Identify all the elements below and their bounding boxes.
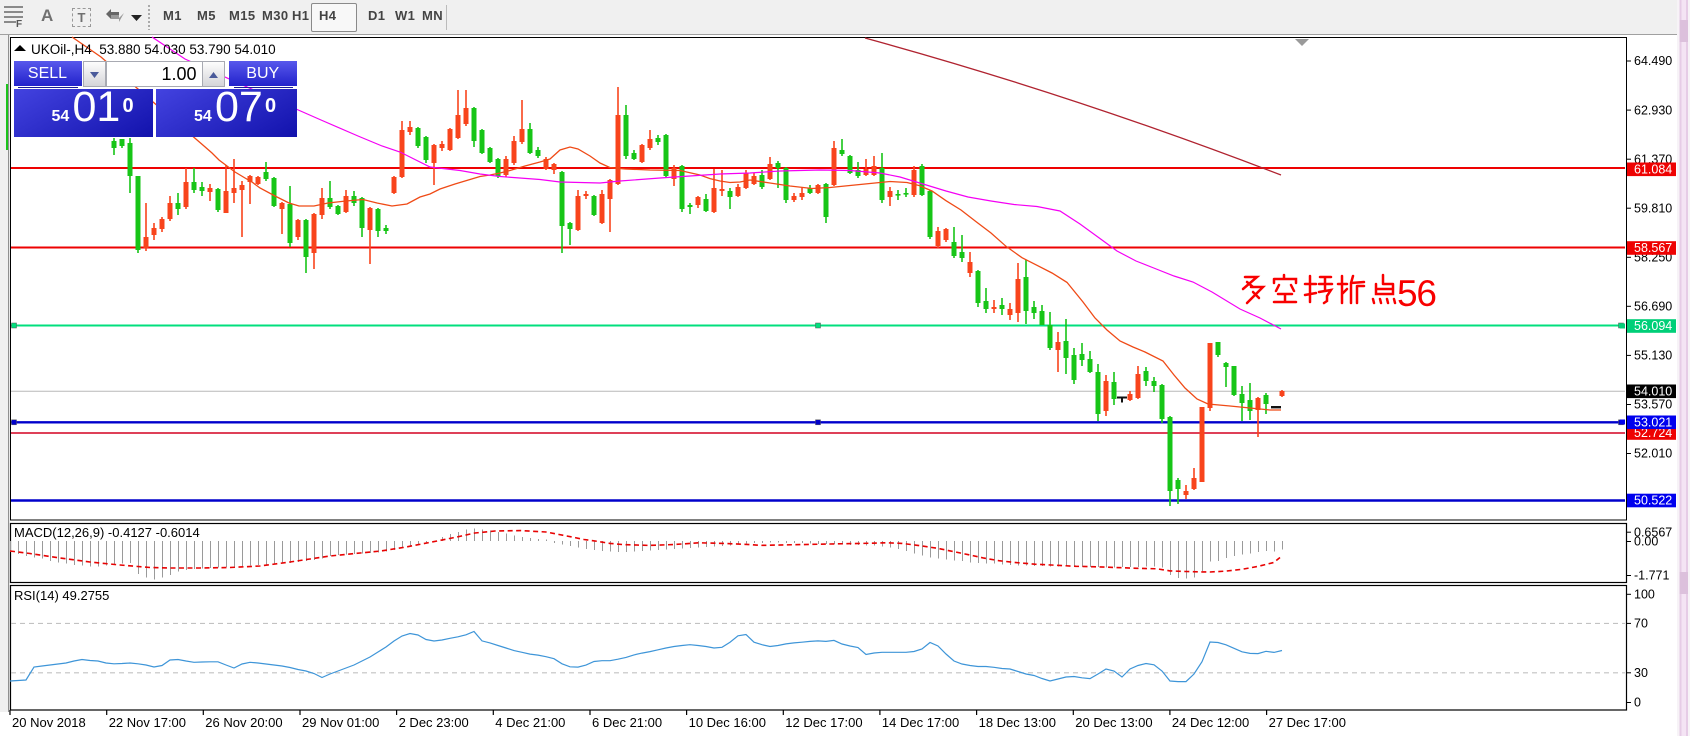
svg-text:22 Nov 17:00: 22 Nov 17:00	[109, 715, 186, 730]
svg-text:58.567: 58.567	[1634, 241, 1672, 255]
svg-text:52.724: 52.724	[1634, 426, 1672, 440]
svg-text:56: 56	[1397, 273, 1437, 314]
svg-text:0: 0	[1634, 696, 1641, 710]
svg-text:53.570: 53.570	[1634, 398, 1672, 412]
svg-text:UKOil-,H4 53.880 54.030 53.79: UKOil-,H4 53.880 54.030 53.790 54.010	[31, 42, 276, 57]
svg-text:70: 70	[1634, 617, 1648, 631]
svg-text:12 Dec 17:00: 12 Dec 17:00	[785, 715, 862, 730]
svg-text:61.084: 61.084	[1634, 163, 1672, 177]
svg-text:0.00: 0.00	[1634, 535, 1658, 549]
svg-text:6 Dec 21:00: 6 Dec 21:00	[592, 715, 662, 730]
svg-text:2 Dec 23:00: 2 Dec 23:00	[399, 715, 469, 730]
svg-text:18 Dec 13:00: 18 Dec 13:00	[979, 715, 1056, 730]
svg-text:20 Nov 2018: 20 Nov 2018	[12, 715, 86, 730]
svg-text:0.6567: 0.6567	[1634, 525, 1672, 539]
svg-text:55.130: 55.130	[1634, 349, 1672, 363]
svg-text:59.810: 59.810	[1634, 201, 1672, 215]
svg-text:52.010: 52.010	[1634, 447, 1672, 461]
svg-text:10 Dec 16:00: 10 Dec 16:00	[689, 715, 766, 730]
svg-text:-1.771: -1.771	[1634, 569, 1669, 583]
svg-text:56.094: 56.094	[1634, 319, 1672, 333]
svg-text:56.690: 56.690	[1634, 300, 1672, 314]
svg-text:64.490: 64.490	[1634, 54, 1672, 68]
svg-text:24 Dec 12:00: 24 Dec 12:00	[1172, 715, 1249, 730]
svg-text:20 Dec 13:00: 20 Dec 13:00	[1075, 715, 1152, 730]
svg-text:27 Dec 17:00: 27 Dec 17:00	[1269, 715, 1346, 730]
svg-text:F: F	[16, 19, 22, 28]
svg-text:62.930: 62.930	[1634, 103, 1672, 117]
svg-text:26 Nov 20:00: 26 Nov 20:00	[205, 715, 282, 730]
svg-text:RSI(14) 49.2755: RSI(14) 49.2755	[14, 588, 109, 603]
svg-text:54.010: 54.010	[1634, 385, 1672, 399]
svg-text:53.021: 53.021	[1634, 416, 1672, 430]
svg-text:50.522: 50.522	[1634, 494, 1672, 508]
svg-text:4 Dec 21:00: 4 Dec 21:00	[495, 715, 565, 730]
svg-text:100: 100	[1634, 588, 1655, 602]
svg-text:14 Dec 17:00: 14 Dec 17:00	[882, 715, 959, 730]
svg-text:MACD(12,26,9) -0.4127 -0.6014: MACD(12,26,9) -0.4127 -0.6014	[14, 525, 200, 540]
svg-text:30: 30	[1634, 666, 1648, 680]
svg-text:29 Nov 01:00: 29 Nov 01:00	[302, 715, 379, 730]
